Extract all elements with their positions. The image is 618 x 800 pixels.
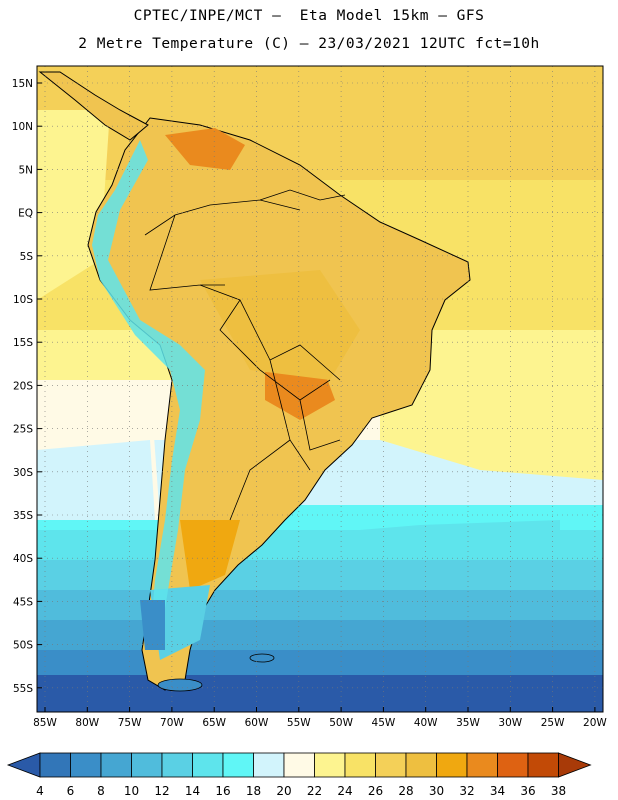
colorbar-box: [436, 752, 468, 778]
colorbar-boxes: [6, 752, 592, 778]
lat-label: 45S: [13, 596, 33, 608]
colorbar-box: [161, 752, 193, 778]
cool-current-plume: [300, 520, 560, 560]
cool-pacific-coast-2: [37, 440, 155, 520]
colorbar-box: [131, 752, 163, 778]
colorbar-label: 4: [36, 784, 44, 798]
colorbar-label: 22: [307, 784, 322, 798]
colorbar-labels: 4 6 8 10 12 14 16 18 20 22 24 26 28 30 32 34 36 38: [36, 784, 566, 798]
lon-label: 70W: [160, 717, 184, 729]
lon-label: 45W: [372, 717, 396, 729]
colorbar-label: 36: [520, 784, 535, 798]
lat-label: 50S: [13, 640, 33, 652]
lat-label: EQ: [18, 208, 33, 220]
lon-label: 75W: [118, 717, 142, 729]
warm-atlantic-tongue: [380, 340, 603, 480]
colorbar-label: 26: [368, 784, 383, 798]
colorbar-label: 30: [429, 784, 444, 798]
colorbar-label: 14: [185, 784, 200, 798]
temperature-colorbar: 4 6 8 10 12 14 16 18 20 22 24 26 28 30 32 34 36 38: [6, 752, 592, 798]
lon-label: 80W: [75, 717, 99, 729]
lat-label: 15N: [12, 78, 33, 90]
lat-label: 5S: [20, 251, 34, 263]
lat-label: 5N: [18, 164, 33, 176]
hotspot-venezuela: [165, 128, 245, 170]
colorbar-box: [222, 752, 254, 778]
colorbar-label: 28: [398, 784, 413, 798]
central-america: [38, 71, 149, 141]
map-title-line-1: CPTEC/INPE/MCT – Eta Model 15km – GFS: [133, 8, 485, 24]
colorbar-box: [253, 752, 285, 778]
latitude-labels: 15N 10N 5N EQ 5S 10S 15S 20S 25S 30S 35S 40S 45S 50S 5…: [12, 78, 42, 695]
lat-label: 40S: [13, 553, 33, 565]
lon-label: 50W: [329, 717, 353, 729]
colorbar-label: 38: [551, 784, 566, 798]
map-frame: [36, 65, 604, 713]
colorbar-box: [100, 752, 132, 778]
colorbar-box: [497, 752, 529, 778]
lat-label: 25S: [13, 424, 33, 436]
colorbar-label: 24: [337, 784, 352, 798]
lat-label: 30S: [13, 467, 33, 479]
colorbar-box: [466, 752, 498, 778]
lon-label: 40W: [414, 717, 438, 729]
colorbar-label: 6: [67, 784, 75, 798]
colorbar-box: [314, 752, 346, 778]
temperature-map: 15N 10N 5N EQ 5S 10S 15S 20S 25S 30S 35S 40S 45S 50S 5…: [12, 65, 607, 729]
lon-label: 20W: [583, 717, 607, 729]
lat-label: 20S: [13, 380, 33, 392]
colorbar-arrow-left: [6, 752, 41, 778]
colorbar-label: 16: [215, 784, 230, 798]
lat-label: 10N: [12, 121, 33, 133]
colorbar-box: [39, 752, 71, 778]
map-title-line-2: 2 Metre Temperature (C) – 23/03/2021 12U…: [78, 36, 540, 52]
colorbar-label: 34: [490, 784, 505, 798]
patagonia-warm: [180, 520, 240, 590]
longitude-labels: 85W 80W 75W 70W 65W 60W 55W 50W 45W 40W 35W 30W 25W 2…: [33, 707, 607, 729]
colorbar-label: 12: [154, 784, 169, 798]
warm-interior: [200, 270, 360, 380]
colorbar-label: 20: [276, 784, 291, 798]
colorbar-box: [192, 752, 224, 778]
lat-label: 35S: [13, 510, 33, 522]
tierra-del-fuego: [157, 678, 203, 692]
falkland-islands: [249, 653, 275, 663]
lon-label: 30W: [498, 717, 522, 729]
lat-label: 10S: [13, 294, 33, 306]
lon-label: 85W: [33, 717, 57, 729]
lon-label: 55W: [287, 717, 311, 729]
andes-cold-ridge: [92, 140, 205, 640]
ocean-band-10: [37, 620, 603, 655]
lon-label: 60W: [245, 717, 269, 729]
colorbar-box: [344, 752, 376, 778]
colorbar-label: 18: [246, 784, 261, 798]
lat-label: 55S: [13, 683, 33, 695]
lon-label: 35W: [456, 717, 480, 729]
colorbar-label: 8: [97, 784, 105, 798]
colorbar-label: 10: [124, 784, 139, 798]
lon-label: 65W: [202, 717, 226, 729]
colorbar-box: [70, 752, 102, 778]
country-borders: [144, 189, 346, 521]
lat-label: 15S: [13, 337, 33, 349]
andes-coldest: [140, 600, 165, 650]
colorbar-box: [527, 752, 559, 778]
lon-label: 25W: [541, 717, 565, 729]
colorbar-arrow-right: [558, 752, 592, 778]
colorbar-box: [405, 752, 437, 778]
ocean-band-6: [37, 675, 603, 712]
colorbar-box: [375, 752, 407, 778]
colorbar-label: 32: [459, 784, 474, 798]
colorbar-box: [283, 752, 315, 778]
